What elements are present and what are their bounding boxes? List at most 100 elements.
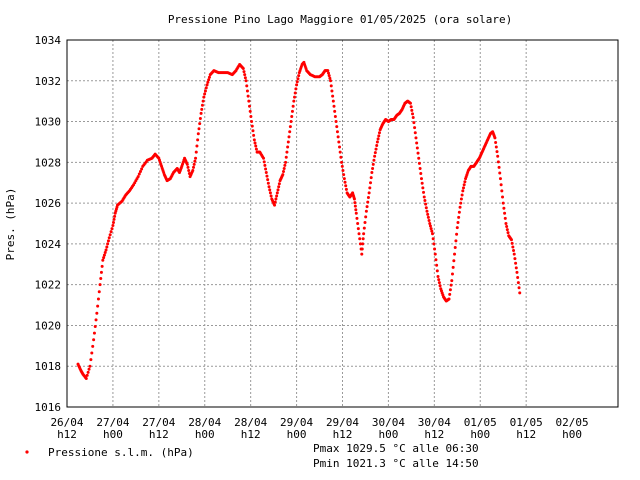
data-point (433, 252, 437, 256)
y-tick-label: 1032 (35, 75, 62, 88)
data-point (193, 159, 197, 163)
data-point (416, 151, 420, 155)
data-point (202, 95, 206, 99)
data-point (196, 132, 200, 136)
data-point (277, 185, 281, 189)
data-point (422, 190, 426, 194)
x-tick-date: 29/04 (326, 416, 359, 429)
data-point (438, 284, 442, 288)
data-point (89, 358, 93, 362)
data-point (414, 136, 418, 140)
data-point (276, 188, 280, 192)
data-point (186, 165, 190, 169)
data-point (295, 80, 299, 84)
data-point (101, 258, 105, 262)
data-point (377, 134, 381, 138)
data-point (352, 197, 356, 201)
data-point (327, 71, 330, 75)
data-point (286, 145, 290, 149)
x-tick-time: h00 (378, 428, 398, 441)
grid (67, 40, 618, 407)
data-point (360, 252, 364, 256)
data-point (191, 168, 195, 172)
x-tick-date: 29/04 (280, 416, 313, 429)
data-point (424, 202, 428, 206)
x-tick-labels: 26/04h1227/04h0027/04h1228/04h0028/04h12… (50, 416, 588, 441)
data-point (428, 222, 432, 225)
data-point (245, 89, 249, 93)
data-point (498, 171, 502, 175)
data-point (331, 94, 335, 98)
data-point (453, 245, 457, 249)
data-point (361, 237, 365, 241)
data-point (417, 156, 421, 160)
data-point (357, 232, 361, 236)
data-point (373, 154, 377, 158)
data-point (96, 304, 100, 308)
data-point (421, 186, 425, 190)
data-point (87, 367, 91, 371)
data-point (424, 206, 428, 210)
data-point (277, 182, 281, 186)
y-axis-label: Pres. (hPa) (4, 188, 17, 261)
data-point (192, 165, 195, 169)
data-point (108, 233, 112, 237)
pmin-stat: Pmin 1021.3 °C alle 14:50 (313, 457, 479, 470)
data-point (286, 140, 290, 144)
data-point (427, 218, 431, 222)
data-point (201, 99, 205, 103)
data-point (194, 150, 198, 154)
data-point (268, 188, 272, 192)
data-point (408, 101, 412, 105)
data-point (289, 120, 293, 124)
y-tick-label: 1028 (35, 156, 62, 169)
data-point (513, 257, 517, 261)
data-point (332, 104, 336, 108)
data-point (353, 204, 357, 208)
data-point (415, 146, 419, 150)
data-point (358, 242, 362, 246)
data-point (266, 178, 270, 182)
x-tick-time: h12 (57, 428, 77, 441)
data-point (342, 177, 346, 181)
data-point (512, 249, 516, 253)
data-point (457, 215, 461, 219)
data-point (423, 199, 427, 203)
data-point (242, 70, 246, 74)
data-point (252, 138, 256, 142)
data-point (284, 155, 288, 159)
data-point (448, 288, 452, 292)
data-point (410, 108, 414, 112)
data-point (456, 220, 460, 224)
data-point (506, 231, 510, 235)
y-tick-label: 1024 (35, 238, 62, 251)
data-point (107, 236, 111, 240)
data-point (463, 180, 467, 184)
data-point (457, 210, 461, 214)
data-point (288, 130, 292, 134)
chart-title: Pressione Pino Lago Maggiore 01/05/2025 … (168, 13, 512, 26)
data-point (504, 222, 508, 225)
data-point (333, 114, 337, 118)
data-point (97, 290, 101, 294)
x-tick-time: h12 (424, 428, 444, 441)
x-tick-time: h00 (195, 428, 215, 441)
data-point (195, 144, 199, 148)
data-point (372, 158, 376, 162)
data-point (500, 189, 504, 193)
data-point (199, 111, 203, 115)
data-point (459, 201, 463, 205)
data-point (264, 171, 268, 175)
data-point (514, 266, 518, 270)
data-point (246, 94, 250, 98)
y-tick-label: 1018 (35, 360, 62, 373)
data-point (203, 89, 207, 93)
data-point (138, 170, 142, 174)
data-point (194, 156, 198, 160)
data-point (292, 99, 296, 103)
data-point (338, 150, 342, 154)
data-point (92, 331, 96, 335)
data-point (361, 242, 365, 246)
data-point (204, 86, 208, 90)
data-point (458, 205, 462, 209)
